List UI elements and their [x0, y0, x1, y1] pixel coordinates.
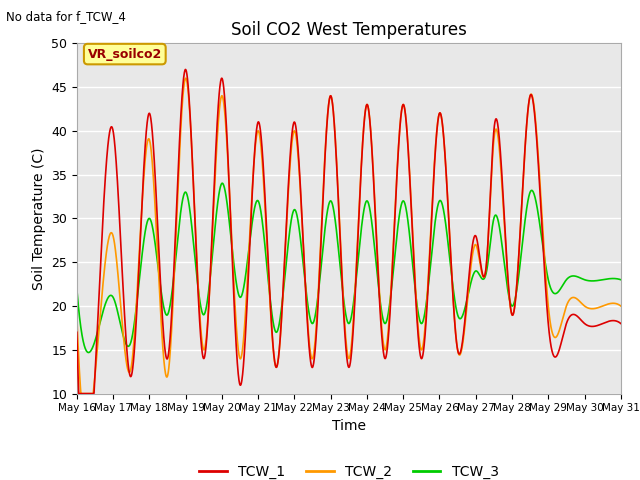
Title: Soil CO2 West Temperatures: Soil CO2 West Temperatures	[231, 21, 467, 39]
X-axis label: Time: Time	[332, 419, 366, 433]
Y-axis label: Soil Temperature (C): Soil Temperature (C)	[31, 147, 45, 289]
Legend: TCW_1, TCW_2, TCW_3: TCW_1, TCW_2, TCW_3	[193, 459, 504, 480]
Text: VR_soilco2: VR_soilco2	[88, 48, 162, 60]
Text: No data for f_TCW_4: No data for f_TCW_4	[6, 10, 126, 23]
